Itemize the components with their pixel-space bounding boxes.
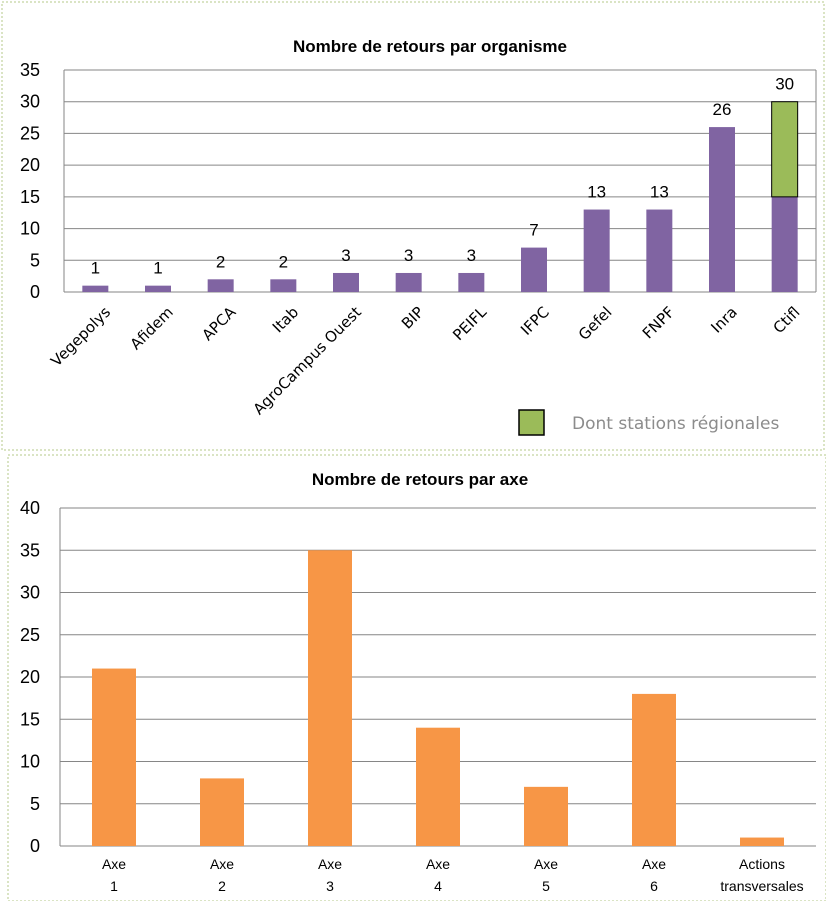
chart1-bar-ifpc <box>521 247 547 292</box>
chart2-bar-axe-1 <box>92 668 136 846</box>
legend-swatch-stations-regionales <box>518 409 545 436</box>
chart1-y-tick-label: 5 <box>30 250 40 270</box>
chart1-data-label: 13 <box>587 183 606 202</box>
chart1-y-tick-label: 30 <box>20 92 40 112</box>
chart1-legend: Dont stations régionales <box>518 409 779 436</box>
chart2-y-tick-label: 40 <box>20 498 40 518</box>
chart2-y-tick-label: 15 <box>20 709 40 729</box>
chart2-category-label: Actions transversales <box>720 856 803 894</box>
legend-label-stations-regionales: Dont stations régionales <box>572 414 779 434</box>
chart1-category-label: Ctifl <box>770 303 804 337</box>
chart1-data-label: 2 <box>279 252 288 271</box>
chart1-bar-vegepolys <box>82 285 109 292</box>
chart1-y-tick-label: 20 <box>20 155 40 175</box>
chart2-bar-actions-transversales <box>740 837 784 846</box>
chart1-category-label: Afidem <box>127 303 177 353</box>
chart2-category-label: Axe 2 <box>210 856 234 894</box>
chart1-frame <box>1 1 825 451</box>
chart1-bar-apca <box>207 279 234 292</box>
chart2-y-tick-label: 25 <box>20 625 40 645</box>
chart1-bar-inra <box>709 127 735 292</box>
chart2-bar-axe-3 <box>308 550 352 846</box>
chart1-category-label: Vegepolys <box>47 303 114 370</box>
chart1-bar-agrocampus-ouest <box>333 272 359 292</box>
chart1-y-tick-label: 25 <box>20 123 40 143</box>
chart1-data-label: 3 <box>404 246 413 265</box>
chart1-data-label: 7 <box>529 221 538 240</box>
chart2-bar-axe-2 <box>200 778 244 846</box>
chart1-data-label: 13 <box>650 183 669 202</box>
chart2-category-label: Axe 5 <box>534 856 558 894</box>
chart1-data-label: 26 <box>713 100 732 119</box>
chart1-category-label: PEIFL <box>449 303 490 344</box>
chart-retours-par-organisme: Nombre de retours par organisme 0 5 10 15 20… <box>20 37 817 436</box>
chart1-data-label: 2 <box>216 252 225 271</box>
chart2-category-label: Axe 6 <box>642 856 666 894</box>
chart2-y-tick-label: 0 <box>30 836 40 856</box>
chart1-y-tick-label: 35 <box>20 60 40 80</box>
chart1-category-label: IFPC <box>517 303 553 339</box>
chart2-bar-axe-4 <box>416 727 460 846</box>
chart1-category-label: BIP <box>398 303 428 333</box>
chart1-bar-peifl <box>458 272 485 292</box>
chart2-frame <box>7 454 826 901</box>
chart2-category-label: Axe 3 <box>318 856 342 894</box>
chart2-bar-axe-6 <box>632 693 676 846</box>
chart1-category-label: Itab <box>269 303 302 336</box>
chart1-bar-gefel <box>583 209 610 292</box>
chart2-category-label: Axe 1 <box>102 856 126 894</box>
chart1-bar-bip <box>395 272 422 292</box>
chart2-y-tick-label: 35 <box>20 540 40 560</box>
chart1-title: Nombre de retours par organisme <box>293 37 567 56</box>
chart1-bar-fnpf <box>646 209 673 292</box>
chart1-category-label: Gefel <box>575 303 616 344</box>
chart1-bar-ctifl <box>771 196 798 292</box>
chart2-y-tick-label: 30 <box>20 583 40 603</box>
chart1-bar-itab <box>270 279 297 292</box>
chart2-category-label: Axe 4 <box>426 856 450 894</box>
chart1-bar-afidem <box>145 285 171 292</box>
chart1-bar-ctifl-stations <box>771 101 799 198</box>
chart1-y-tick-label: 10 <box>20 219 40 239</box>
chart1-data-label: 1 <box>91 259 100 278</box>
chart1-category-label: FNPF <box>639 303 678 342</box>
chart2-y-tick-label: 20 <box>20 667 40 687</box>
chart1-data-label: 30 <box>775 75 794 94</box>
chart-retours-par-axe: Nombre de retours par axe 0 5 10 15 20 25 30 35… <box>20 470 816 894</box>
chart1-y-tick-label: 0 <box>30 282 40 302</box>
chart2-y-tick-label: 10 <box>20 752 40 772</box>
chart1-category-label: AgroCampus Ouest <box>250 303 365 418</box>
chart1-data-label: 3 <box>341 246 350 265</box>
chart1-y-tick-label: 15 <box>20 187 40 207</box>
chart2-y-tick-label: 5 <box>30 794 40 814</box>
chart2-title: Nombre de retours par axe <box>312 470 528 489</box>
chart1-category-label: APCA <box>198 303 240 345</box>
chart1-data-label: 1 <box>153 259 162 278</box>
chart1-category-label: Inra <box>707 303 740 336</box>
chart2-bar-axe-5 <box>524 786 568 846</box>
chart1-data-label: 3 <box>467 246 476 265</box>
